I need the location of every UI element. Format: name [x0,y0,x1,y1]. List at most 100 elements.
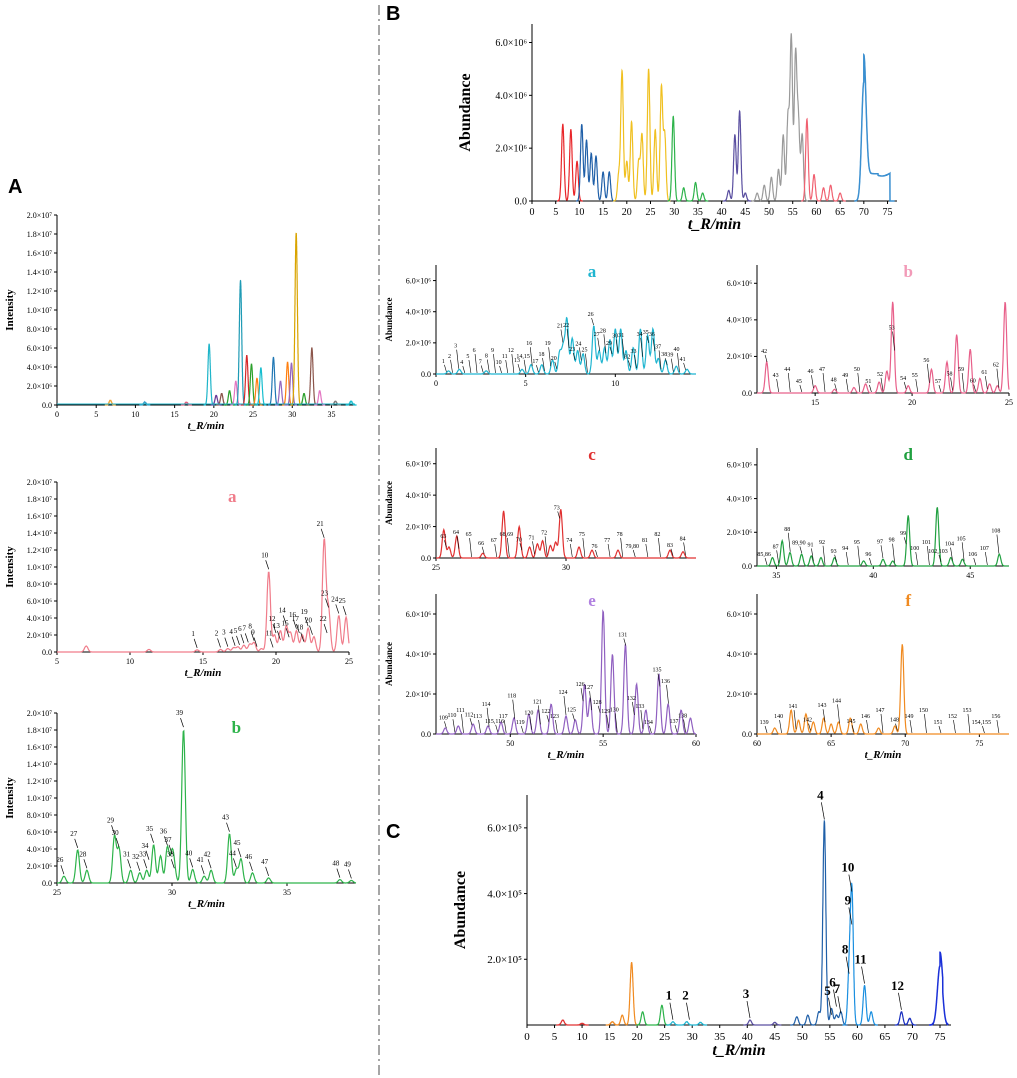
peak-arrow [848,874,853,892]
y-tick-label: 8.0×10⁶ [27,811,53,820]
peak-label: 53 [889,325,895,331]
peak-label: 14,15 [516,354,530,360]
peak-arrow [233,858,237,868]
peak-arrow [309,625,313,635]
peak-arrow [240,634,245,644]
y-tick-label: 1.0×10⁷ [27,306,53,315]
y-tick-label: 0.0 [42,401,52,410]
peak-label: 152 [948,714,957,720]
peak-label: 146 [861,714,870,720]
peak-line [282,361,293,406]
y-tick-label: 1.6×10⁷ [27,743,53,752]
y-tick-label: 6.0×10⁶ [406,276,432,285]
series-line [436,509,696,559]
peak-arrow [779,719,782,734]
peak-label: 10 [261,551,269,559]
x-tick-label: 15 [811,398,819,407]
peak-label: 47 [819,367,825,373]
peak-label: 32 [624,354,630,360]
peak-label: 20 [551,356,557,362]
x-axis-label: t_R/min [188,420,225,432]
subplot-title: b [903,262,912,281]
y-tick-label: 6.0×10⁶ [27,344,53,353]
peak-label: 70 [516,537,522,543]
peak-label: 68,69 [500,532,514,538]
peak-line [235,279,246,406]
series-line [666,1021,708,1026]
peak-label: 9 [845,892,852,907]
peak-arrow [580,688,584,702]
peak-arrow [503,719,507,733]
peak-arrow [180,718,184,728]
peak-label: 151 [933,720,942,726]
peak-label: 136 [661,679,670,685]
peak-arrow [200,865,205,875]
x-tick-label: 55 [788,207,798,218]
peak-label: 27 [70,830,78,838]
peak-label: 85,86 [757,552,771,558]
x-tick-label: 25 [345,657,353,666]
x-tick-label: 50 [506,739,514,748]
y-tick-label: 4.0×10⁶ [727,494,753,503]
peak-arrow [950,547,953,561]
tail-series-line [929,951,949,1026]
peak-label: 16 [289,611,297,619]
peak-arrow [478,719,481,734]
peak-label: 137 [670,719,679,725]
peak-arrow [511,353,515,374]
peak-arrow [776,550,779,564]
peak-arrow [494,543,498,558]
peak-arrow [634,355,637,369]
y-tick-label: 8.0×10⁶ [27,580,53,589]
peak-arrow [845,378,849,393]
peak-label: 2 [448,354,451,360]
y-tick-label: 1.2×10⁷ [27,777,53,786]
peak-label: 36 [649,332,655,338]
peak-arrow [649,725,652,734]
y-tick-label: 4.0×10⁶ [406,491,432,500]
peak-arrow [74,838,79,848]
peak-label: 25 [581,348,587,354]
peak-arrow [348,869,352,879]
peak-label: 10 [496,360,502,366]
peak-label: 31 [618,333,624,339]
series-line [556,1019,589,1026]
x-tick-label: 25 [53,888,61,897]
series-line [667,115,709,202]
peak-label: 91 [807,542,813,548]
x-tick-label: 5 [524,379,528,388]
peak-arrow [652,338,656,352]
peak-label: 148 [890,718,899,724]
y-tick-label: 4.0×10⁶ [27,363,53,372]
x-tick-label: 0 [530,207,535,218]
peak-label: 43 [773,373,779,379]
peak-arrow [898,992,902,1010]
peak-arrow [572,713,575,721]
peak-arrow [799,546,803,554]
y-axis-label: Abundance [384,642,394,686]
peak-label: 131 [618,633,627,639]
peak-arrow [456,349,459,369]
peak-label: 34 [142,842,150,850]
peak-arrow [764,557,768,566]
peak-label: 109 [439,715,448,721]
x-tick-label: 40 [717,207,727,218]
x-tick-label: 40 [742,1031,754,1043]
chart-c: 0 5 10 15 20 25 30 35 40 45 50 55 60 65 70 752.0×10⁵4.0… [452,787,951,1059]
peak-label: 11 [854,952,866,967]
y-tick-label: 4.0×10⁶ [27,845,53,854]
peak-arrow [967,713,971,734]
peak-arrow [269,638,274,648]
y-tick-label: 2.0×10⁶ [27,862,53,871]
peak-label: 3 [743,986,750,1001]
series-line [636,1004,669,1026]
panel-label-C: C [386,821,400,843]
peak-arrow [512,699,516,719]
peak-arrow [320,528,325,538]
peak-label: 118 [507,694,516,700]
peak-label: 44 [229,849,237,857]
y-tick-label: 0.0 [42,879,52,888]
y-tick-label: 1.4×10⁷ [27,760,53,769]
peak-arrow [282,615,287,625]
peak-label: 48 [831,378,837,384]
